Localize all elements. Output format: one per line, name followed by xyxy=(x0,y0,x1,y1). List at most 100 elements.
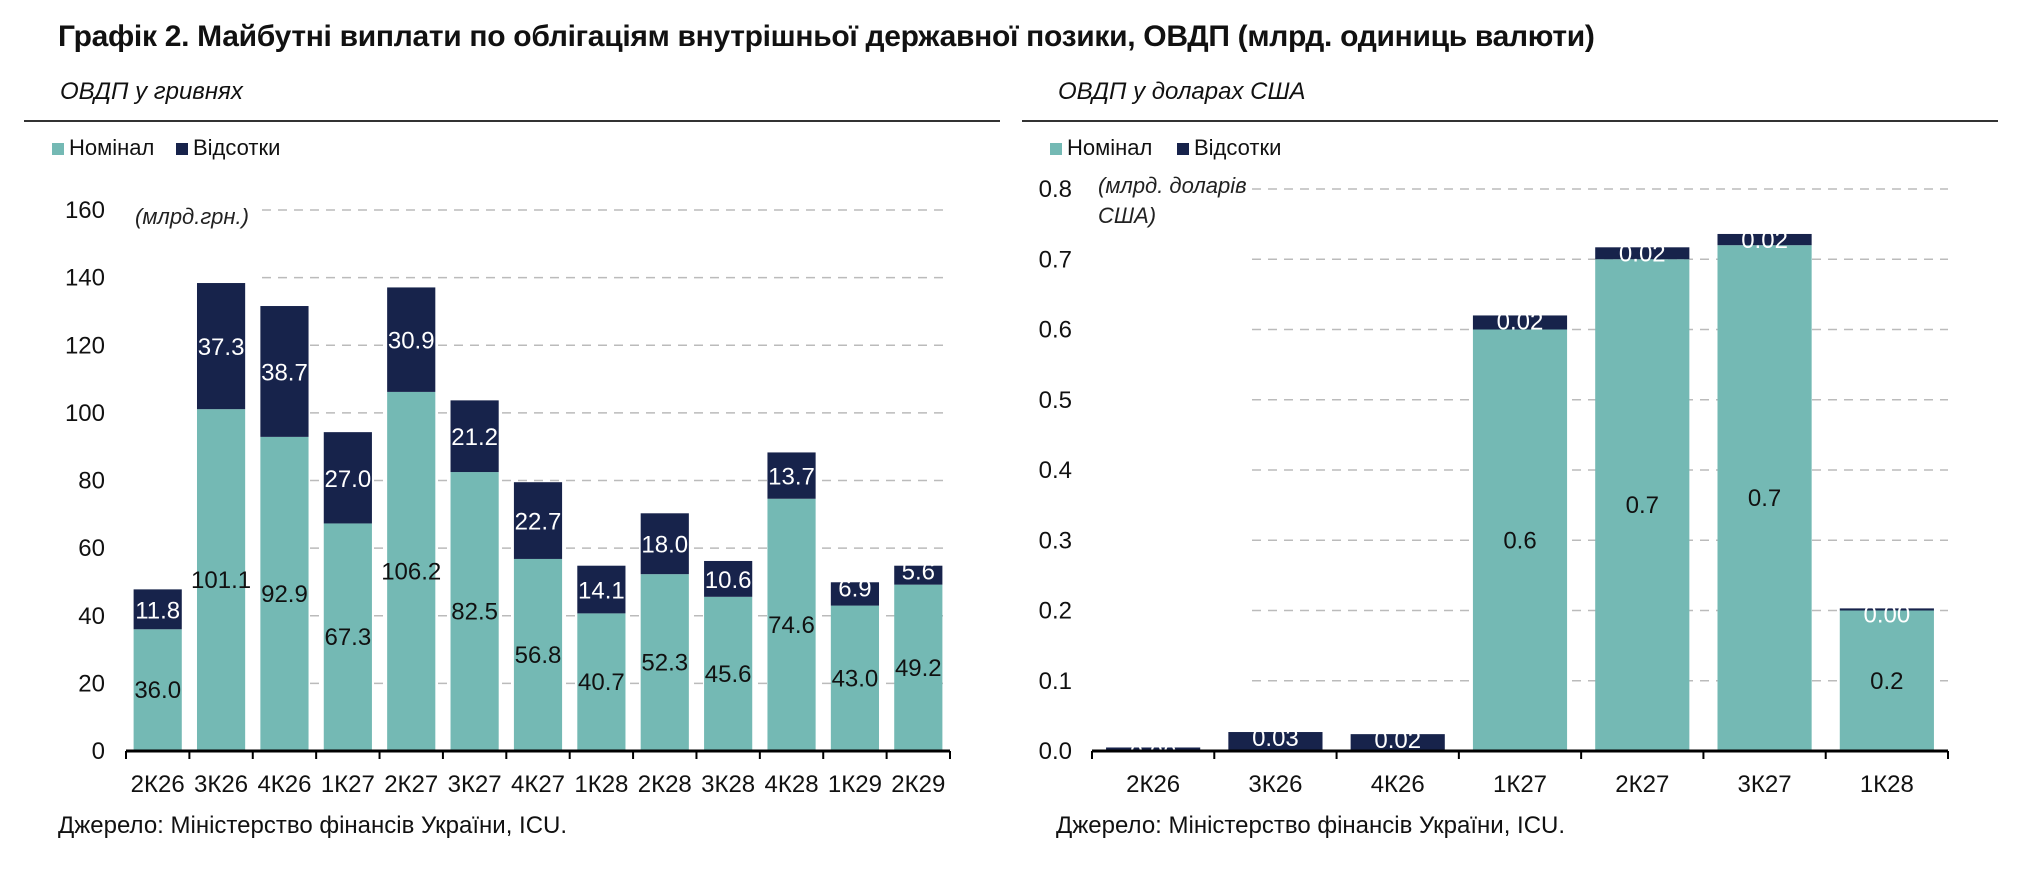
right-bar-interest xyxy=(1228,732,1323,751)
right-data-label-interest: 0.02 xyxy=(1619,240,1666,267)
left-x-tick-label: 4К28 xyxy=(765,771,819,798)
right-bar-interest xyxy=(1839,608,1934,611)
right-y-tick-label: 0.7 xyxy=(1039,246,1072,273)
left-data-label-nominal: 45.6 xyxy=(705,661,752,688)
right-divider xyxy=(1022,120,1998,122)
left-x-tick-label: 3К27 xyxy=(448,771,502,798)
left-data-label-nominal: 43.0 xyxy=(832,665,879,692)
left-data-label-interest: 5.6 xyxy=(902,559,935,586)
left-x-tick-label: 1К29 xyxy=(828,771,882,798)
left-bar-nominal xyxy=(196,409,246,751)
left-unit-label: (млрд.грн.) xyxy=(135,204,249,229)
left-bar-interest xyxy=(323,432,372,524)
right-x-tick-label: 2К27 xyxy=(1615,771,1669,798)
left-data-label-interest: 38.7 xyxy=(261,359,308,386)
left-legend-label-0: Номінал xyxy=(69,135,154,160)
left-y-tick-label: 20 xyxy=(78,670,105,697)
right-data-label-interest: 0.00 xyxy=(1130,740,1177,767)
right-y-tick-label: 0.4 xyxy=(1039,457,1072,484)
left-x-tick-label: 3К26 xyxy=(194,771,248,798)
right-x-tick-label: 1К28 xyxy=(1860,771,1914,798)
left-y-tick-label: 80 xyxy=(78,468,105,495)
left-bar-nominal xyxy=(260,436,309,751)
left-y-tick-label: 120 xyxy=(65,332,105,359)
left-bar-interest xyxy=(830,582,880,606)
left-bar-interest xyxy=(450,400,499,473)
left-data-label-nominal: 52.3 xyxy=(641,650,688,677)
left-y-tick-label: 40 xyxy=(78,603,105,630)
right-x-tick-label: 1К27 xyxy=(1493,771,1547,798)
right-data-label-nominal: 0.7 xyxy=(1626,492,1659,519)
left-data-label-interest: 30.9 xyxy=(388,328,435,355)
right-unit-label: США) xyxy=(1098,203,1156,228)
right-y-tick-label: 0.6 xyxy=(1039,317,1072,344)
right-data-label-interest: 0.00 xyxy=(1863,601,1910,628)
left-x-tick-label: 2К27 xyxy=(384,771,438,798)
right-y-tick-label: 0.1 xyxy=(1039,668,1072,695)
left-data-label-interest: 14.1 xyxy=(578,578,625,605)
left-bar-interest xyxy=(640,513,689,575)
left-data-label-interest: 11.8 xyxy=(135,597,180,624)
left-data-label-interest: 18.0 xyxy=(641,532,688,559)
left-bar-nominal xyxy=(894,584,943,751)
right-y-tick-label: 0.0 xyxy=(1039,738,1072,765)
right-legend-label-1: Відсотки xyxy=(1194,135,1281,160)
left-x-tick-label: 1К28 xyxy=(574,771,628,798)
right-bar-interest xyxy=(1472,315,1568,330)
left-data-label-nominal: 106.2 xyxy=(381,558,441,585)
left-legend-label-1: Відсотки xyxy=(193,135,280,160)
right-source-note: Джерело: Міністерство фінансів України, … xyxy=(1056,812,1566,839)
left-bar-nominal xyxy=(830,605,880,751)
right-y-tick-label: 0.2 xyxy=(1039,598,1072,625)
right-bar-interest xyxy=(1595,247,1690,260)
left-data-label-interest: 21.2 xyxy=(451,424,498,451)
right-bar-interest xyxy=(1350,734,1445,751)
right-y-tick-label: 0.5 xyxy=(1039,387,1072,414)
left-bar-nominal xyxy=(323,523,372,751)
right-x-tick-label: 3К27 xyxy=(1738,771,1792,798)
left-data-label-interest: 10.6 xyxy=(705,567,752,594)
right-x-tick-label: 4К26 xyxy=(1371,771,1425,798)
left-data-label-nominal: 56.8 xyxy=(515,642,562,669)
left-divider xyxy=(24,120,1000,122)
left-legend-swatch-0 xyxy=(52,143,64,155)
right-data-label-nominal: 0.2 xyxy=(1870,668,1903,695)
left-bar-interest xyxy=(577,565,626,614)
left-x-tick-label: 1К27 xyxy=(321,771,375,798)
right-bar-interest xyxy=(1106,747,1201,751)
right-bar-nominal xyxy=(1839,610,1934,751)
left-bar-nominal xyxy=(450,472,499,751)
right-data-label-interest: 0.03 xyxy=(1252,725,1299,752)
left-y-tick-label: 60 xyxy=(78,535,105,562)
right-bar-nominal xyxy=(1472,329,1568,751)
left-bar-nominal xyxy=(577,613,626,751)
right-data-label-interest: 0.02 xyxy=(1497,308,1544,335)
left-data-label-nominal: 92.9 xyxy=(261,581,308,608)
left-source-note: Джерело: Міністерство фінансів України, … xyxy=(58,812,568,839)
left-x-tick-label: 4К26 xyxy=(257,771,311,798)
right-x-tick-label: 3К26 xyxy=(1248,771,1302,798)
left-data-label-nominal: 101.1 xyxy=(191,567,251,594)
left-x-tick-label: 2К28 xyxy=(638,771,692,798)
right-x-tick-label: 2К26 xyxy=(1126,771,1180,798)
right-chart-subtitle: ОВДП у доларах США xyxy=(1058,78,1306,105)
left-y-tick-label: 0 xyxy=(92,738,105,765)
left-data-label-nominal: 49.2 xyxy=(895,655,942,682)
right-legend-swatch-0 xyxy=(1050,143,1062,155)
right-y-tick-label: 0.3 xyxy=(1039,527,1072,554)
left-bar-interest xyxy=(704,560,753,597)
left-legend-swatch-1 xyxy=(176,143,188,155)
left-data-label-interest: 6.9 xyxy=(838,575,871,602)
right-y-tick-label: 0.8 xyxy=(1039,176,1072,203)
right-bar-interest xyxy=(1717,233,1812,246)
left-bar-interest xyxy=(196,283,246,410)
left-bar-nominal xyxy=(640,574,689,751)
left-bar-interest xyxy=(133,589,182,630)
left-data-label-interest: 13.7 xyxy=(768,464,815,491)
left-bar-nominal xyxy=(704,596,753,751)
left-data-label-nominal: 40.7 xyxy=(578,669,625,696)
left-y-tick-label: 140 xyxy=(65,265,105,292)
left-bar-nominal xyxy=(387,391,436,751)
left-y-tick-label: 100 xyxy=(65,400,105,427)
left-bar-nominal xyxy=(513,558,563,751)
